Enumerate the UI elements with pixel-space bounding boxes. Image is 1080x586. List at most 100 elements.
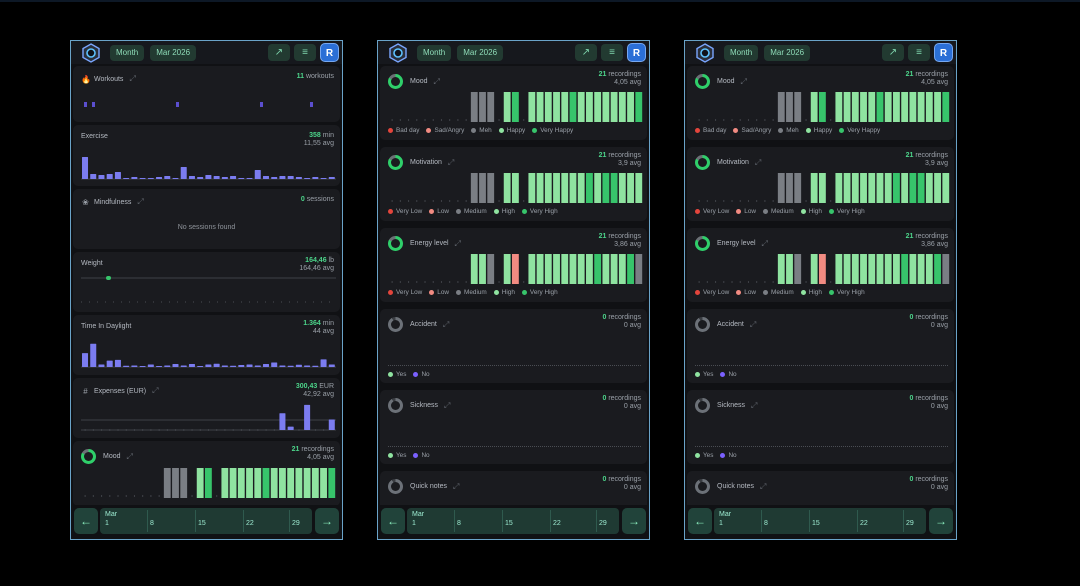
chart-bar [328,364,335,367]
expand-icon[interactable]: ⤢ [137,197,144,206]
trend-icon[interactable]: ↗ [882,44,904,61]
chart-bar [180,167,187,179]
mood-summary-card[interactable]: Mood ⤢ 21 recordings 4,05 avg [73,441,340,506]
mindfulness-card[interactable]: ❀ Mindfulness ⤢ 0 sessions No sessions fou… [73,189,340,249]
chart-bar [271,362,278,367]
arrow-left-icon[interactable]: ← [74,508,98,534]
sickness-card[interactable]: Sickness ⤢ 0 recordings 0 avg Yes No [687,390,954,464]
expand-icon[interactable]: ⤢ [126,451,133,461]
expand-icon[interactable]: ⤢ [444,400,451,410]
accident-legend: Yes No [388,371,437,378]
chart-bar [246,178,253,179]
recording-bar [602,92,610,122]
sickness-card[interactable]: Sickness ⤢ 0 recordings 0 avg Yes No [380,390,647,464]
motivation-card[interactable]: Motivation ⤢ 21 recordings 3,9 avg Very Lo… [380,147,647,221]
arrow-right-icon[interactable]: → [929,508,953,534]
timeline-range[interactable]: Mar 1 8 15 22 29 [407,508,619,534]
expand-icon[interactable]: ⤢ [433,76,440,86]
avatar[interactable]: R [934,43,953,62]
quick-notes-card[interactable]: Quick notes ⤢ 0 recordings 0 avg [380,471,647,511]
avatar[interactable]: R [320,43,339,62]
timeline-range[interactable]: Mar 1 8 15 22 29 [100,508,312,534]
recording-bar [876,173,884,203]
chart-bar [205,364,212,367]
expand-icon[interactable]: ⤢ [749,319,757,329]
arrow-left-icon[interactable]: ← [688,508,712,534]
mood-card[interactable]: Mood ⤢ 21 recordings 4,05 avg Bad day Sad/… [687,66,954,140]
energy-card[interactable]: Energy level ⤢ 21 recordings 3,86 avg Very… [380,228,647,302]
mood-legend: Bad day Sad/Angry Meh Happy Very Happy [695,127,887,134]
timeline-month: Mar [412,511,425,518]
daylight-card[interactable]: Time In Daylight 1.364 min 44 avg [73,315,340,375]
chart-empty-dot [183,429,185,431]
expand-icon[interactable]: ⤢ [452,481,460,491]
mood-card[interactable]: Mood ⤢ 21 recordings 4,05 avg Bad day Sad/… [380,66,647,140]
expand-icon[interactable]: ⤢ [759,481,767,491]
workouts-card[interactable]: 🔥 Workouts ⤢ 11 workouts [73,66,340,122]
expand-icon[interactable]: ⤢ [751,400,758,410]
recording-bar [818,92,826,122]
recording-bar [835,254,843,284]
trend-icon[interactable]: ↗ [268,44,290,61]
exercise-card[interactable]: Exercise 358 min 11,55 avg [73,125,340,186]
timeline-range[interactable]: Mar 1 8 15 22 29 [714,508,926,534]
date-select[interactable]: Mar 2026 [457,44,504,61]
chart-bar [147,178,154,179]
chart-bar [114,359,121,367]
expand-icon[interactable]: ⤢ [740,76,747,86]
quick-notes-card[interactable]: Quick notes ⤢ 0 recordings 0 avg [687,471,954,511]
chart-bar [304,404,311,430]
arrow-right-icon[interactable]: → [622,508,646,534]
chart-bar [213,176,220,179]
chart-bar [131,177,138,179]
energy-chart [391,254,643,284]
arrow-right-icon[interactable]: → [315,508,339,534]
weight-card[interactable]: Weight 164,46 lb 164,46 avg [73,252,340,312]
recording-bar [270,468,278,498]
recording-bar [835,92,843,122]
period-select[interactable]: Month [110,44,145,61]
chart-empty-dot [764,200,766,202]
chart-empty-dot [216,495,218,497]
avatar[interactable]: R [627,43,646,62]
chart-empty-dot [440,200,443,202]
timeline-tick-line [809,510,810,532]
expand-icon[interactable]: ⤢ [447,157,455,167]
expand-icon[interactable]: ⤢ [442,319,450,329]
motivation-chart [698,173,950,203]
expand-icon[interactable]: ⤢ [454,238,461,248]
database-icon[interactable]: ≡ [601,44,623,61]
chart-bar [188,363,195,367]
app-logo-icon [389,42,407,63]
accident-card[interactable]: Accident ⤢ 0 recordings 0 avg Yes No [380,309,647,383]
chart-empty-dot [498,119,500,121]
expand-icon[interactable]: ⤢ [152,386,159,395]
trend-icon[interactable]: ↗ [575,44,597,61]
card-title: Sickness [410,402,439,409]
database-icon[interactable]: ≡ [294,44,316,61]
recording-bar [868,92,876,122]
arrow-left-icon[interactable]: ← [381,508,405,534]
date-select[interactable]: Mar 2026 [764,44,811,61]
database-icon[interactable]: ≡ [908,44,930,61]
motivation-card[interactable]: Motivation ⤢ 21 recordings 3,9 avg Very Lo… [687,147,954,221]
expand-icon[interactable]: ⤢ [761,238,768,248]
recording-bar [860,254,867,284]
period-select[interactable]: Month [417,44,452,61]
chart-empty-dot [805,281,807,283]
recording-bar [487,173,495,203]
expand-icon[interactable]: ⤢ [129,74,136,83]
timeline-tick: 8 [150,520,154,527]
expand-icon[interactable]: ⤢ [754,157,762,167]
chart-empty-dot [764,281,766,283]
recording-bar [925,254,933,284]
accident-card[interactable]: Accident ⤢ 0 recordings 0 avg Yes No [687,309,954,383]
energy-card[interactable]: Energy level ⤢ 21 recordings 3,86 avg Very… [687,228,954,302]
energy-chart [698,254,950,284]
period-select[interactable]: Month [724,44,759,61]
date-select[interactable]: Mar 2026 [150,44,197,61]
chart-empty-dot [199,429,201,431]
expenses-card[interactable]: # Expenses (EUR) ⤢ 300,43 EUR 42,92 avg [73,378,340,438]
motivation-icon [695,155,710,170]
chart-empty-dot [174,429,177,431]
